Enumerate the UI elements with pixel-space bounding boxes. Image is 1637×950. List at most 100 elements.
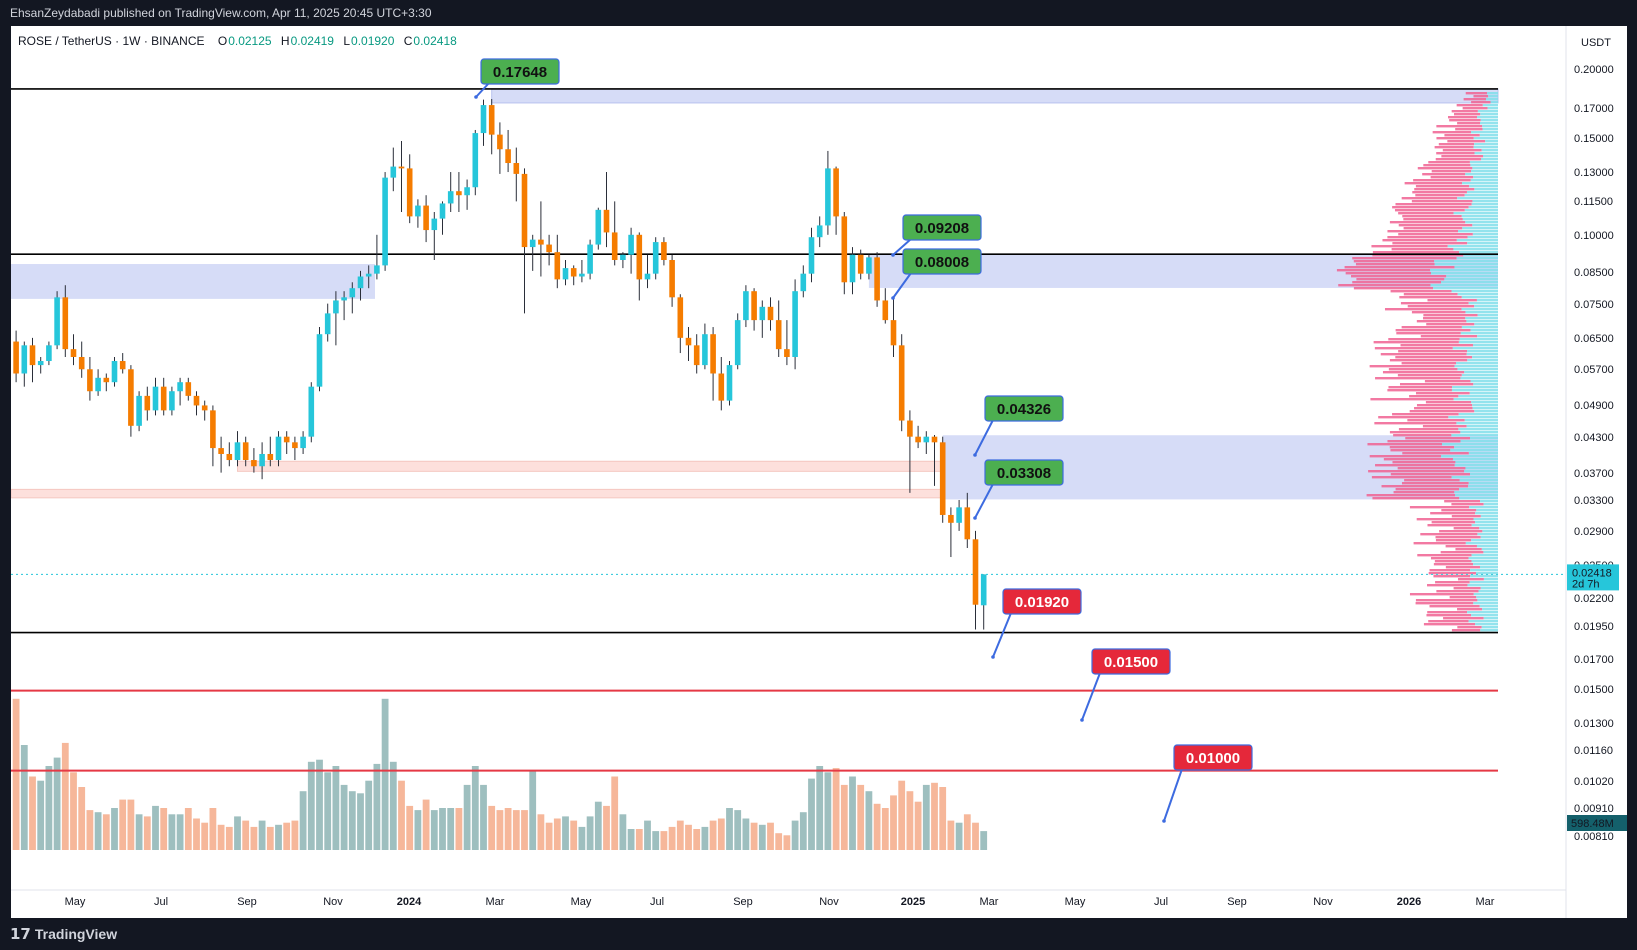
candle-body [620,254,626,261]
candle-body [447,191,454,204]
profile-bar-down [1374,347,1453,350]
profile-bar-down [1390,290,1452,293]
profile-bar-down [1380,353,1467,356]
candle-body [267,453,274,461]
volume-bar [504,808,512,850]
profile-bar-up [1453,212,1498,215]
volume-bar [275,824,282,850]
profile-bar-down [1455,128,1483,131]
candle [603,172,610,248]
candle [103,373,110,392]
price-axis[interactable]: USDT 0.20000 0.17000 0.15000 0.13000 0.11500 0… [1567,37,1627,843]
symbol-title[interactable]: ROSE / TetherUS · 1W · BINANCE [18,34,205,48]
profile-bar-up [1476,509,1498,512]
profile-bar-up [1471,170,1498,173]
profile-bar-down [1402,215,1462,218]
profile-bar-down [1400,302,1469,305]
profile-bar-up [1460,332,1498,335]
profile-bar-up [1474,410,1498,413]
candle-body [497,134,503,150]
volume-bar [578,826,586,850]
profile-bar-up [1473,602,1498,605]
profile-bar-up [1451,476,1498,479]
profile-bar-down [1398,224,1473,227]
profile-bar-up [1480,158,1498,161]
tradingview-logo[interactable]: 𝟭𝟳 TradingView [0,925,117,943]
profile-bar-down [1453,113,1481,116]
candle-body [808,237,815,274]
candle [37,356,44,374]
time-tick-label: Jul [154,896,168,908]
candle-body [685,337,692,346]
volume-bar [53,757,61,850]
price-tick-label: 0.04900 [1574,400,1614,412]
volume-bar [914,801,922,850]
candle [767,297,774,331]
profile-bar-down [1415,392,1470,395]
candle-body [456,191,462,196]
profile-bar-down [1368,470,1465,473]
profile-bar-up [1471,560,1498,563]
volume-bar [521,810,528,850]
candle [324,303,331,342]
candle-body [767,306,774,321]
volume-bar [102,814,110,850]
time-axis[interactable]: May Jul Sep Nov 2024 Mar May Jul Sep Nov 2025 Mar Ma… [65,896,1495,908]
time-tick-label: May [65,896,86,908]
profile-bar-up [1466,320,1498,323]
price-tick-label: 0.02900 [1574,526,1614,538]
right-border [1627,26,1637,918]
time-tick-label: Mar [980,896,999,908]
profile-bar-up [1454,365,1498,368]
candle [702,323,708,370]
callout-0.01000: 0.01000 [1162,744,1253,823]
profile-bar-down [1412,191,1467,194]
profile-bar-up [1447,245,1498,248]
profile-bar-up [1476,596,1498,599]
candle-body [693,345,700,366]
callout-0.01920: 0.01920 [991,588,1082,659]
volume-bar [316,759,323,850]
candle-body [365,273,372,277]
profile-bar-down [1457,578,1484,581]
candle [488,99,495,155]
profile-bar-down [1395,329,1471,332]
profile-bar-down [1395,488,1460,491]
price-tick-label: 0.00810 [1574,831,1614,843]
candle [259,442,265,480]
profile-bar-down [1344,266,1455,269]
candle-body [324,313,331,335]
candle-body [357,276,364,289]
profile-bar-down [1404,479,1460,482]
profile-bar-up [1465,173,1498,176]
callout-label: 0.09208 [915,220,969,237]
profile-bar-down [1422,425,1467,428]
profile-bar-up [1470,473,1498,476]
callout-anchor [891,296,895,300]
zone-red-2 [10,488,944,499]
profile-bar-up [1458,230,1498,233]
candle [160,377,167,416]
price-axis-currency: USDT [1581,37,1611,49]
candle-body [406,168,413,217]
zone-top [491,88,1499,104]
candle-body [513,163,520,174]
candle-body [948,514,954,523]
profile-bar-up [1444,278,1498,281]
profile-bar-up [1485,140,1498,143]
profile-bar-down [1440,551,1484,554]
profile-bar-down [1375,377,1461,380]
candle [87,356,93,401]
candle-body [349,288,356,298]
candle [267,436,274,467]
callout-anchor [973,453,977,457]
profile-bar-down [1423,164,1471,167]
volume-histogram [12,698,988,850]
candle [398,141,405,213]
symbol-legend[interactable]: ROSE / TetherUS · 1W · BINANCE O0.02125 … [18,34,463,48]
profile-bar-up [1483,155,1498,158]
candle [587,239,593,280]
candle-body [677,297,684,338]
profile-bar-up [1430,284,1498,287]
